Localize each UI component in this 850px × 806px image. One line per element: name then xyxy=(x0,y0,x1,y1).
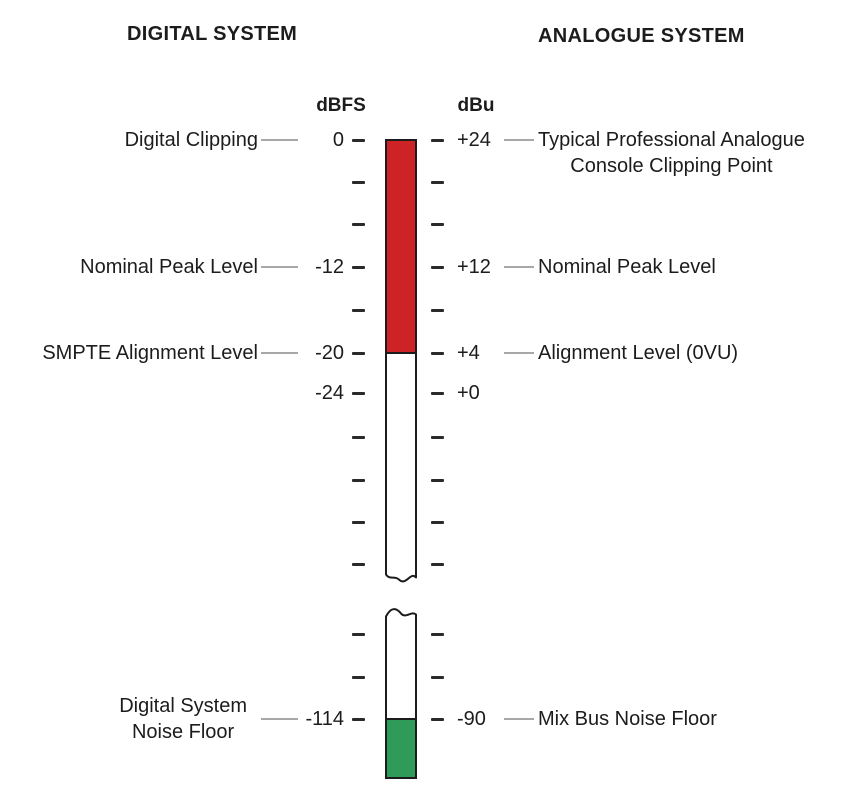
connector-line xyxy=(261,266,298,268)
scale-tick-left xyxy=(352,181,365,184)
scale-tick-left xyxy=(352,563,365,566)
annotation-label: Nominal Peak Level xyxy=(538,256,716,278)
clip-zone-rect xyxy=(385,139,417,354)
scale-tick-left xyxy=(352,352,365,355)
scale-tick-left xyxy=(352,266,365,269)
scale-tick-right xyxy=(431,633,444,636)
annotation-label: Alignment Level (0VU) xyxy=(538,342,739,364)
connector-line xyxy=(261,139,298,141)
scale-tick-right xyxy=(431,223,444,226)
scale-tick-right xyxy=(431,352,444,355)
scale-tick-left xyxy=(352,309,365,312)
scale-tick-left xyxy=(352,521,365,524)
scale-tick-right xyxy=(431,676,444,679)
connector-line xyxy=(261,352,298,354)
scale-tick-right xyxy=(431,139,444,142)
connector-line xyxy=(504,139,534,141)
digital-system-title: DIGITAL SYSTEM xyxy=(127,23,298,45)
connector-line xyxy=(504,352,534,354)
meter-bar xyxy=(385,139,417,779)
dbu-value: +12 xyxy=(457,256,491,278)
scale-tick-right xyxy=(431,309,444,312)
scale-tick-right xyxy=(431,392,444,395)
dbfs-value: -114 xyxy=(305,708,344,730)
noise-zone-rect xyxy=(385,718,417,779)
dbu-value: +24 xyxy=(457,129,491,151)
dbu-value: +4 xyxy=(457,342,480,364)
analogue-system-title: ANALOGUE SYSTEM xyxy=(538,25,745,47)
dbu-value: +0 xyxy=(457,382,480,404)
scale-tick-left xyxy=(352,676,365,679)
scale-tick-right xyxy=(431,718,444,721)
scale-tick-right xyxy=(431,181,444,184)
scale-tick-right xyxy=(431,563,444,566)
scale-tick-left xyxy=(352,718,365,721)
scale-tick-right xyxy=(431,266,444,269)
annotation-label: Mix Bus Noise Floor xyxy=(538,708,717,730)
connector-line xyxy=(261,718,298,720)
dbu-value: -90 xyxy=(457,708,486,730)
annotation-label: Typical Professional Analogue Console Cli… xyxy=(538,129,805,177)
dbu-scale-header: dBu xyxy=(457,95,495,116)
scale-tick-right xyxy=(431,436,444,439)
annotation-label: Nominal Peak Level xyxy=(80,256,258,278)
dbfs-scale-header: dBFS xyxy=(316,95,366,116)
scale-tick-left xyxy=(352,392,365,395)
connector-line xyxy=(504,718,534,720)
scale-tick-right xyxy=(431,479,444,482)
connector-line xyxy=(504,266,534,268)
dbfs-value: 0 xyxy=(332,129,344,151)
scale-tick-left xyxy=(352,223,365,226)
annotation-label: Digital System Noise Floor xyxy=(119,695,247,743)
scale-tick-left xyxy=(352,633,365,636)
scale-tick-left xyxy=(352,436,365,439)
scale-tick-left xyxy=(352,139,365,142)
scale-tick-right xyxy=(431,521,444,524)
dbfs-value: -24 xyxy=(315,382,344,404)
scale-tick-left xyxy=(352,479,365,482)
annotation-label: SMPTE Alignment Level xyxy=(42,342,258,364)
dbfs-value: -20 xyxy=(315,342,344,364)
dbfs-value: -12 xyxy=(315,256,344,278)
annotation-label: Digital Clipping xyxy=(124,129,258,151)
